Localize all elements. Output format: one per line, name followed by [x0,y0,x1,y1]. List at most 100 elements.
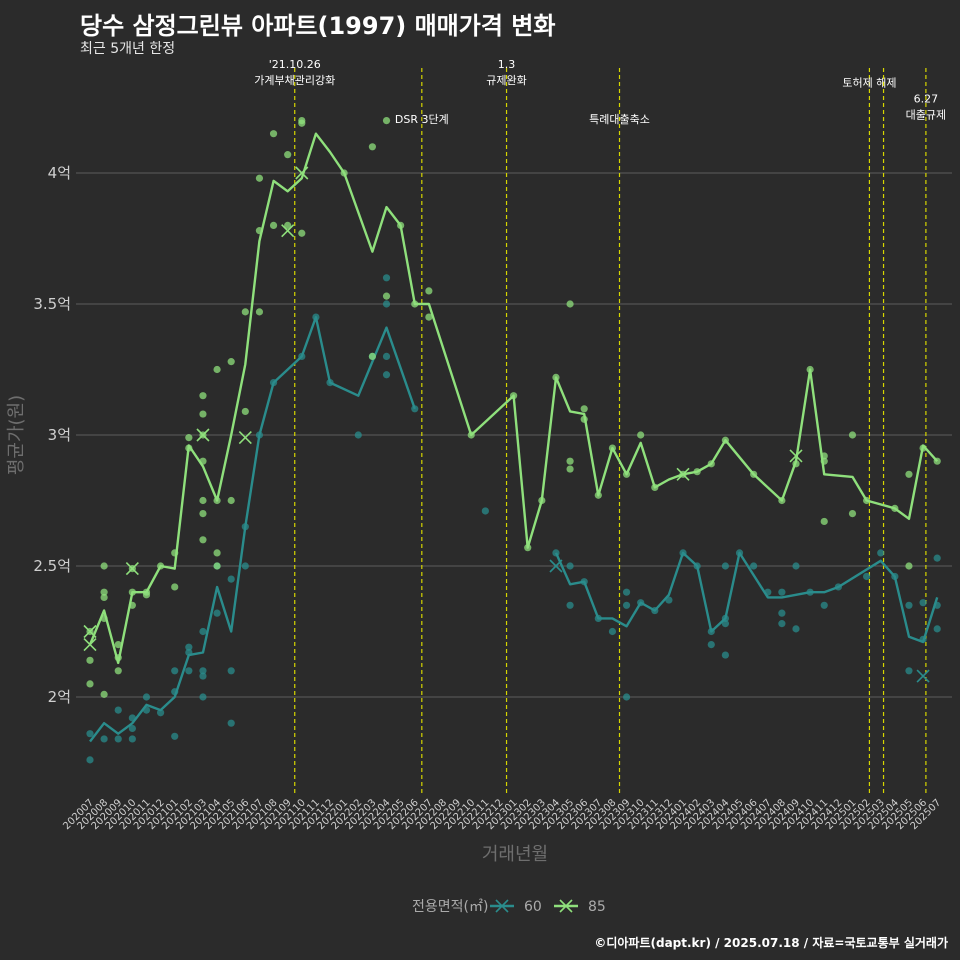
data-point [199,627,207,636]
event-label: 6.27 [914,92,939,105]
series-layer [83,117,941,764]
series-line [89,315,416,743]
legend-item-60: 60 [490,899,542,915]
grid-layer [76,172,952,698]
legend-item-85: 85 [554,899,606,915]
data-point [171,583,179,591]
data-point [199,496,207,505]
legend-marker [559,899,573,913]
data-point [114,667,122,675]
data-point [86,730,94,738]
max-marker [916,669,930,683]
data-point [425,313,433,321]
max-marker-stroke [238,431,252,445]
data-point [241,562,249,570]
data-point [905,470,913,478]
data-point [368,143,376,151]
series-line [554,551,939,644]
data-point [269,221,278,229]
data-point [100,593,108,602]
data-point [425,287,433,295]
event-label: 대출규제 [906,108,946,121]
max-marker-stroke [916,669,930,683]
y-tick-label: 3.5억 [33,295,71,313]
max-marker [83,624,97,639]
max-marker-stroke [281,224,295,238]
data-point [750,562,758,570]
data-point [157,709,165,717]
data-point [114,641,122,649]
max-marker [281,224,295,238]
data-point [142,693,151,701]
max-marker-stroke [125,562,139,576]
y-axis-ticks: 2억 2.5억 3억 3.5억 4억 [33,164,71,706]
data-point [778,620,786,628]
data-point [100,588,108,596]
data-point [284,221,292,229]
max-marker-stroke [196,428,210,442]
event-label: 특례대출축소 [589,113,650,126]
data-point [227,667,235,675]
data-point [199,667,207,675]
y-tick-label: 2.5억 [33,557,71,575]
data-point [86,656,94,664]
data-point [100,690,108,698]
data-point [721,620,730,628]
data-point [721,651,730,659]
data-point [919,599,927,607]
series-60 [86,274,941,764]
y-axis-title: 평균가(원) [6,395,27,475]
data-point [382,300,391,308]
data-point [905,667,913,675]
max-marker [295,166,309,180]
data-point [566,601,574,609]
data-point [298,229,306,237]
data-point [199,672,207,680]
max-marker-stroke [83,638,97,652]
legend-marker [495,899,509,913]
data-point [622,693,631,701]
legend-label: 85 [588,899,606,915]
data-point [933,554,941,562]
event-label: 가계부채관리강화 [254,74,335,87]
series-line [88,132,939,665]
data-point [792,562,800,570]
event-label: '21.10.26 [269,58,321,71]
data-point [566,465,574,473]
data-point [298,117,306,125]
event-label: 토허제 해제 [842,76,896,90]
data-point [185,667,193,675]
data-point [707,641,715,649]
data-point [199,392,207,400]
data-point [778,609,786,617]
data-point [382,292,391,300]
max-marker [676,467,690,481]
data-point [284,151,292,159]
event-label: DSR 3단계 [395,113,449,126]
data-point [171,667,179,675]
chart-title: 당수 삼정그린뷰 아파트(1997) 매매가격 변화 [80,12,556,40]
data-point [199,509,207,518]
max-marker [83,638,97,652]
max-marker-stroke [549,559,563,573]
series-85 [83,117,941,698]
data-point [622,601,631,609]
data-point [241,308,249,316]
data-point [114,706,122,714]
data-point [255,308,264,316]
legend-title: 전용면적(㎡) [412,899,488,915]
data-point [933,625,941,633]
data-point [820,517,828,526]
chart-subtitle: 최근 5개년 한정 [80,41,176,57]
event-label: 1.3 [498,58,516,71]
data-point [213,562,221,570]
data-point [877,549,885,557]
data-point [213,609,221,617]
max-marker [196,428,210,442]
data-point [199,410,207,418]
max-marker [549,559,563,573]
data-point [863,572,871,581]
data-point [792,625,800,633]
data-point [382,117,391,125]
